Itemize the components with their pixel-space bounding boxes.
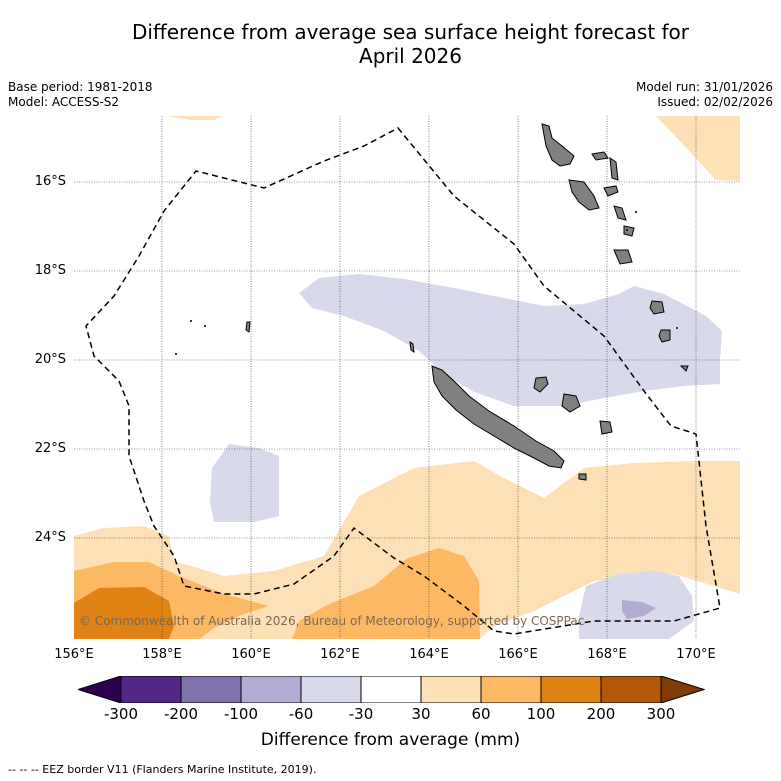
ambrym (603, 185, 619, 197)
colorbar-tick-label: -30 (348, 705, 374, 723)
lon-label-158e: 158°E (142, 647, 182, 662)
reef-dot-2 (204, 325, 206, 327)
colorbar-title: Difference from average (mm) (260, 730, 521, 750)
reef-dot-1 (190, 320, 192, 322)
lat-label-22s: 22°S (34, 441, 66, 456)
colorbar-segment (360, 676, 422, 703)
anomaly-neg-30-60-west (210, 444, 279, 522)
colorbar-segment (480, 676, 542, 703)
belep-island (409, 340, 415, 354)
espiritu-santo (541, 123, 575, 167)
colorbar-arrow-high (660, 676, 705, 703)
isle-of-pines (578, 473, 587, 481)
lat-label-20s: 20°S (34, 352, 66, 367)
base-period-text: Base period: 1981-2018 (8, 80, 153, 94)
graticule (74, 116, 740, 639)
aneityum (658, 329, 671, 343)
issued-text: Issued: 02/02/2026 (657, 95, 773, 109)
small-island (679, 365, 689, 372)
colorbar-tick-label: -60 (288, 705, 314, 723)
lat-label-16s: 16°S (34, 174, 66, 189)
reef-dot-4 (676, 327, 678, 329)
lat-label-18s: 18°S (34, 263, 66, 278)
colorbar-segment (540, 676, 602, 703)
anomaly-30-60-top-left (166, 116, 222, 120)
reef-dot-5 (635, 211, 637, 213)
chart-title: Difference from average sea surface heig… (0, 20, 781, 68)
anomaly-30-60-top-right (656, 116, 740, 181)
anomaly-30-60-bottom (74, 461, 740, 639)
colorbar-segment (300, 676, 362, 703)
eez-border (85, 127, 721, 635)
colorbar-tick-label: 200 (586, 705, 616, 723)
anomaly-neg-30-60-band (299, 274, 722, 406)
lat-label-24s: 24°S (34, 530, 66, 545)
efate (623, 225, 635, 237)
title-line-2: April 2026 (359, 44, 462, 68)
reef-dot-6 (626, 229, 628, 231)
lon-label-156e: 156°E (54, 647, 94, 662)
lon-label-162e: 162°E (320, 647, 360, 662)
colorbar-segment (420, 676, 482, 703)
meta-left: Base period: 1981-2018 Model: ACCESS-S2 (8, 80, 153, 110)
lon-label-168e: 168°E (587, 647, 627, 662)
eez-legend-note: -- -- -- EEZ border V11 (Flanders Marine… (8, 763, 317, 776)
colorbar-tick-label: 300 (646, 705, 676, 723)
colorbar-segment (600, 676, 662, 703)
pentecost (609, 156, 619, 181)
colorbar-tick-label: 60 (471, 705, 491, 723)
new-caledonia-land (431, 365, 565, 469)
colorbar-tick-label: 30 (411, 705, 431, 723)
epi-islands (613, 205, 627, 221)
model-run-text: Model run: 31/01/2026 (635, 80, 773, 94)
malekula (568, 179, 600, 211)
colorbar-segment (180, 676, 242, 703)
loyalty-island-1 (533, 376, 549, 393)
loyalty-island-2 (561, 393, 581, 413)
colorbar (78, 676, 705, 703)
tanna (649, 300, 665, 315)
anomaly-neg-60-100-southeast (622, 600, 656, 619)
colorbar-arrow-low (78, 676, 122, 703)
colorbar-tick-label: -200 (163, 705, 199, 723)
lon-label-170e: 170°E (676, 647, 716, 662)
lon-label-166e: 166°E (498, 647, 538, 662)
colorbar-tick-label: -300 (103, 705, 139, 723)
colorbar-tick-label: 100 (526, 705, 556, 723)
copyright-text: © Commonwealth of Australia 2026, Bureau… (79, 614, 585, 628)
map-panel (74, 116, 740, 639)
meta-right: Model run: 31/01/2026 Issued: 02/02/2026 (636, 80, 773, 110)
lon-label-160e: 160°E (231, 647, 271, 662)
anomaly-60-100-centre (292, 548, 480, 639)
colorbar-segment (120, 676, 182, 703)
loyalty-island-3 (599, 420, 613, 435)
colorbar-tick-label: -100 (223, 705, 259, 723)
chesterfield-islet (245, 321, 251, 333)
lon-label-164e: 164°E (409, 647, 449, 662)
title-line-1: Difference from average sea surface heig… (131, 20, 690, 44)
reef-dot-3 (175, 353, 177, 355)
model-text: Model: ACCESS-S2 (8, 95, 120, 109)
erromango (613, 249, 633, 265)
colorbar-segment (240, 676, 302, 703)
anomaly-100-200-left (74, 587, 174, 639)
ambae (591, 151, 609, 161)
